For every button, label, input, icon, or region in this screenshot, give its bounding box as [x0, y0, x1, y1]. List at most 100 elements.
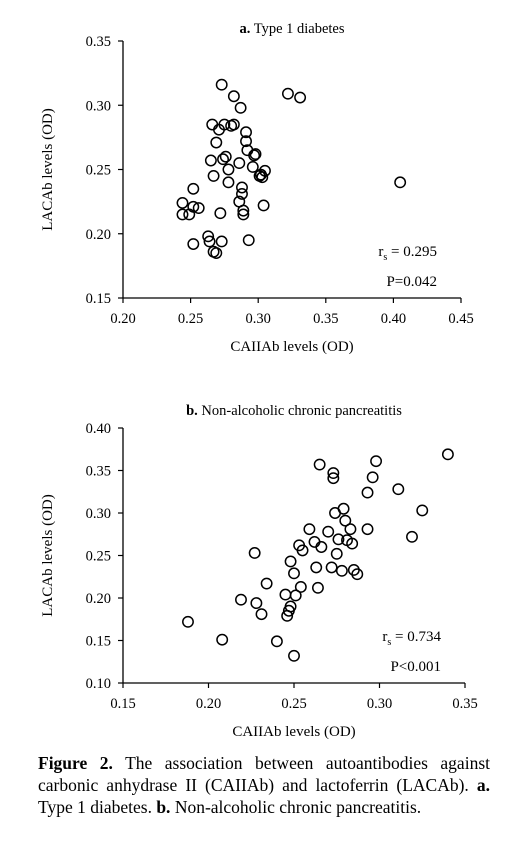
- data-point: [288, 567, 300, 580]
- data-point: [327, 467, 340, 479]
- data-point: [281, 87, 294, 100]
- data-point: [332, 533, 345, 546]
- data-point: [296, 544, 309, 557]
- data-point: [222, 163, 235, 176]
- data-point: [260, 577, 273, 590]
- data-point: [240, 126, 252, 139]
- data-point: [294, 91, 307, 104]
- data-point: [210, 136, 223, 149]
- data-point: [249, 148, 262, 161]
- data-point: [294, 581, 307, 593]
- caption-text: The association between autoantibodies a…: [38, 753, 490, 795]
- data-point: [322, 525, 335, 538]
- y-tick-label: 0.15: [86, 291, 111, 307]
- data-point: [406, 530, 418, 543]
- stat-rs-subscript: s: [383, 252, 387, 263]
- data-point: [248, 547, 261, 559]
- data-point: [392, 483, 405, 496]
- data-point: [218, 118, 231, 131]
- data-point: [256, 171, 269, 184]
- data-point: [206, 118, 219, 131]
- data-point: [204, 154, 217, 167]
- data-point: [327, 472, 340, 485]
- data-point: [233, 157, 246, 170]
- chart-title-prefix: b.: [186, 403, 198, 419]
- caption-label: Figure 2.: [38, 753, 113, 773]
- y-tick-label: 0.10: [86, 676, 111, 692]
- x-tick-label: 0.25: [178, 311, 203, 327]
- data-point: [255, 608, 268, 621]
- data-point: [176, 208, 189, 221]
- data-point: [284, 555, 297, 568]
- stat-rs: rs = 0.734: [382, 629, 441, 648]
- data-point: [282, 604, 295, 617]
- data-point: [416, 504, 429, 517]
- data-point: [370, 455, 383, 468]
- data-point: [361, 486, 374, 499]
- data-point: [330, 547, 343, 560]
- y-tick-label: 0.20: [86, 227, 111, 243]
- data-point: [237, 208, 250, 221]
- chart-title-text: Type 1 diabetes: [250, 21, 345, 37]
- y-tick-label: 0.35: [86, 464, 111, 480]
- data-point: [339, 514, 352, 527]
- data-point: [203, 235, 216, 248]
- stat-rs-value: = 0.734: [391, 629, 441, 645]
- data-point: [187, 200, 200, 213]
- data-point: [248, 149, 261, 162]
- data-point: [366, 471, 379, 484]
- data-point: [202, 230, 215, 243]
- data-point: [234, 101, 247, 114]
- stat-rs-symbol: r: [382, 629, 387, 645]
- y-tick-label: 0.35: [86, 34, 111, 50]
- x-tick-label: 0.25: [281, 696, 306, 712]
- stat-rs-value: = 0.295: [387, 244, 437, 260]
- x-tick-label: 0.35: [313, 311, 338, 327]
- data-point: [289, 589, 302, 602]
- x-axis-label: CAIIAb levels (OD): [230, 339, 353, 355]
- figure-charts: a. Type 1 diabetes 0.20 0.25 0.30 0.35 0.40 0.…: [40, 21, 478, 740]
- data-point: [236, 181, 248, 194]
- y-tick-label: 0.40: [86, 421, 111, 437]
- data-point: [182, 615, 194, 628]
- x-axis-label: CAIIAb levels (OD): [232, 724, 355, 740]
- caption-a-text: Type 1 diabetes.: [38, 797, 157, 817]
- chart-a: a. Type 1 diabetes 0.20 0.25 0.30 0.35 0.40 0.…: [40, 21, 474, 355]
- data-point: [210, 247, 223, 259]
- data-point: [187, 182, 200, 195]
- y-tick-label: 0.20: [86, 591, 111, 607]
- data-point: [270, 635, 283, 648]
- data-point: [279, 588, 292, 601]
- x-tick-label: 0.15: [110, 696, 135, 712]
- stat-rs-symbol: r: [378, 244, 383, 260]
- data-point: [242, 234, 255, 247]
- data-point: [329, 507, 341, 519]
- y-tick-label: 0.30: [86, 98, 111, 114]
- data-point: [325, 561, 338, 574]
- x-tick-label: 0.45: [448, 311, 473, 327]
- data-point: [257, 199, 270, 212]
- data-point: [346, 537, 359, 550]
- stat-p: P<0.001: [390, 659, 441, 675]
- x-tick-label: 0.40: [381, 311, 406, 327]
- y-tick-label: 0.25: [86, 163, 111, 179]
- data-point: [236, 187, 248, 200]
- data-point: [315, 541, 328, 553]
- data-point: [222, 176, 235, 189]
- data-point: [207, 169, 220, 182]
- x-tick-label: 0.20: [110, 311, 135, 327]
- data-point: [310, 561, 323, 574]
- data-point: [187, 238, 200, 250]
- x-tick-label: 0.20: [196, 696, 221, 712]
- data-point: [344, 523, 357, 536]
- y-axis-label: LACAb levels (OD): [40, 108, 56, 230]
- data-point: [192, 202, 205, 215]
- data-point: [303, 523, 316, 536]
- data-point: [311, 581, 324, 594]
- caption-b-text: Non-alcoholic chronic pancreatitis.: [170, 797, 422, 817]
- data-point: [235, 593, 247, 606]
- stat-rs-subscript: s: [387, 637, 391, 648]
- stat-p: P=0.042: [386, 274, 437, 290]
- chart-title: a. Type 1 diabetes: [239, 21, 344, 37]
- data-point: [240, 135, 252, 148]
